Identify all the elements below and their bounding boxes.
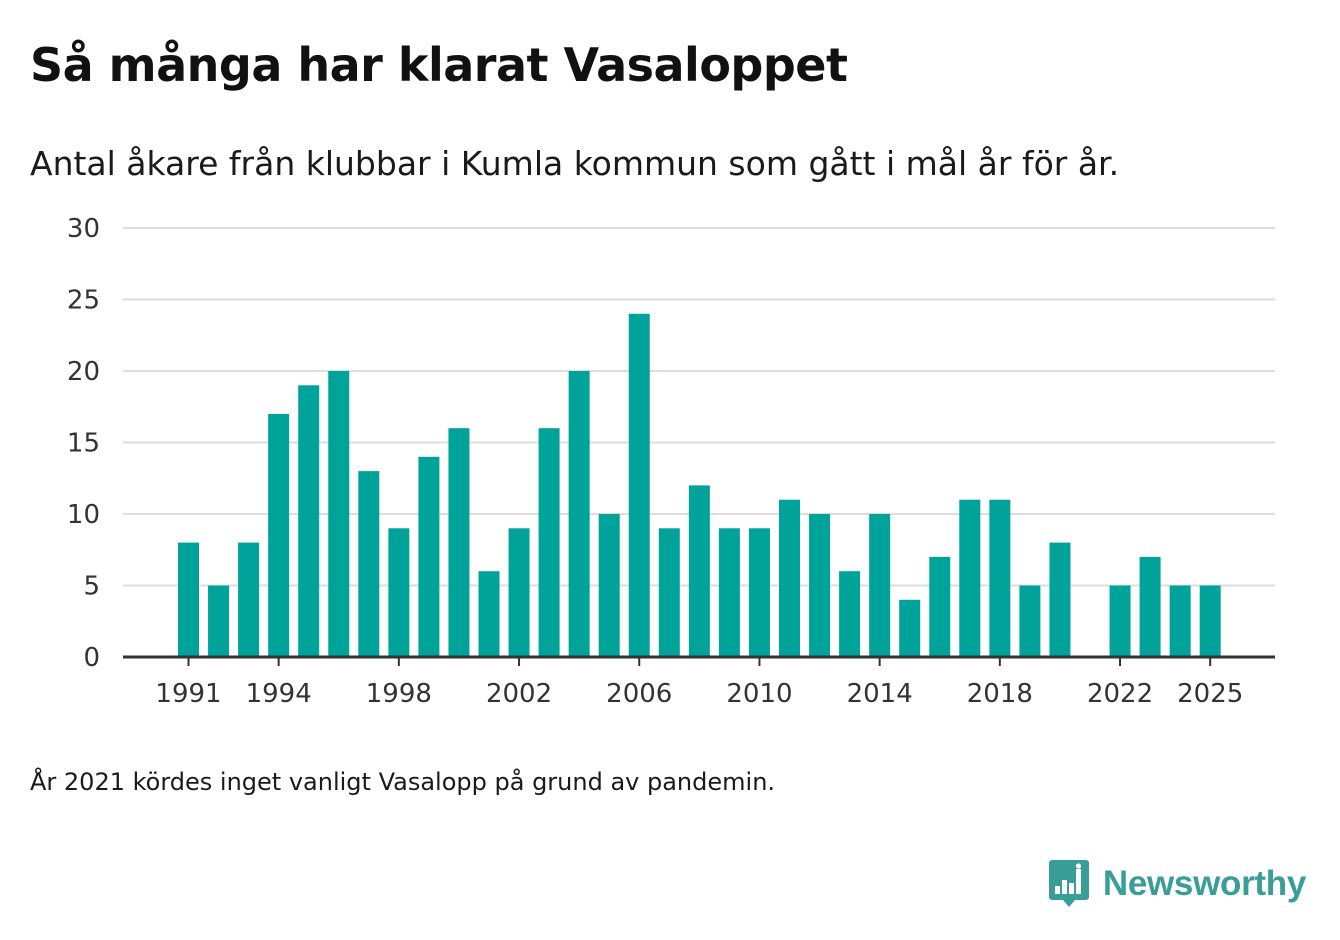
chart-subtitle: Antal åkare från klubbar i Kumla kommun … [30, 144, 1120, 183]
bar-2002 [508, 528, 530, 657]
bar-2014 [869, 514, 891, 657]
bar-2009 [718, 528, 740, 657]
y-tick-label: 25 [67, 286, 100, 316]
bar-1993 [238, 542, 260, 657]
y-axis-tick-labels: 0 5 10 15 20 25 30 [67, 214, 100, 673]
x-tick-label: 1991 [155, 679, 221, 709]
bar-2024 [1169, 585, 1191, 657]
bar-1991 [178, 542, 199, 657]
bar-2016 [929, 556, 951, 657]
bar-2022 [1109, 585, 1131, 657]
bar-1999 [418, 456, 440, 657]
y-tick-label: 20 [67, 357, 100, 387]
bar-2025 [1199, 585, 1221, 657]
bar-2007 [658, 528, 680, 657]
y-tick-label: 30 [67, 214, 100, 244]
x-tick-label: 2006 [606, 679, 672, 709]
footnote: År 2021 kördes inget vanligt Vasalopp på… [30, 768, 776, 796]
x-tick-label: 2002 [486, 679, 552, 709]
x-tick-label: 2022 [1087, 679, 1153, 709]
x-tick-label: 2010 [726, 679, 792, 709]
bar-1996 [328, 371, 350, 657]
bar-2003 [538, 428, 560, 657]
chart-title: Så många har klarat Vasaloppet [30, 38, 848, 92]
brand-name: Newsworthy [1102, 864, 1306, 903]
y-tick-label: 15 [67, 429, 100, 459]
x-tick-label: 1994 [246, 679, 312, 709]
bar-1992 [208, 585, 230, 657]
bar-1998 [388, 528, 410, 657]
bar-2015 [899, 599, 921, 657]
bar-2008 [688, 485, 710, 657]
y-tick-label: 0 [83, 643, 100, 673]
bar-2006 [628, 313, 650, 657]
bar-2000 [448, 428, 470, 657]
bar-2019 [1019, 585, 1041, 657]
bar-2011 [779, 499, 800, 657]
x-axis-ticks: 1991 1994 1998 2002 2006 2010 2014 2018 2022 2025 [155, 657, 1243, 709]
x-tick-label: 1998 [366, 679, 432, 709]
bar-2020 [1049, 542, 1071, 657]
bar-2023 [1139, 556, 1161, 657]
bar-2001 [478, 571, 500, 657]
bar-2012 [809, 514, 831, 657]
bar-1995 [298, 385, 320, 657]
x-tick-label: 2025 [1177, 679, 1243, 709]
bar-1994 [268, 413, 290, 657]
bars [178, 313, 1221, 657]
bar-2005 [598, 514, 620, 657]
bar-chart-speech-bubble-icon [1048, 860, 1089, 907]
bar-2013 [839, 571, 861, 657]
bar-1997 [358, 471, 380, 657]
x-tick-label: 2018 [967, 679, 1033, 709]
x-tick-label: 2014 [847, 679, 913, 709]
bar-2018 [989, 499, 1011, 657]
y-tick-label: 5 [83, 572, 100, 602]
bar-2004 [568, 371, 590, 657]
brand-logo: Newsworthy [1048, 860, 1306, 908]
y-tick-label: 10 [67, 500, 100, 530]
bar-2017 [959, 499, 981, 657]
bar-2010 [748, 528, 770, 657]
